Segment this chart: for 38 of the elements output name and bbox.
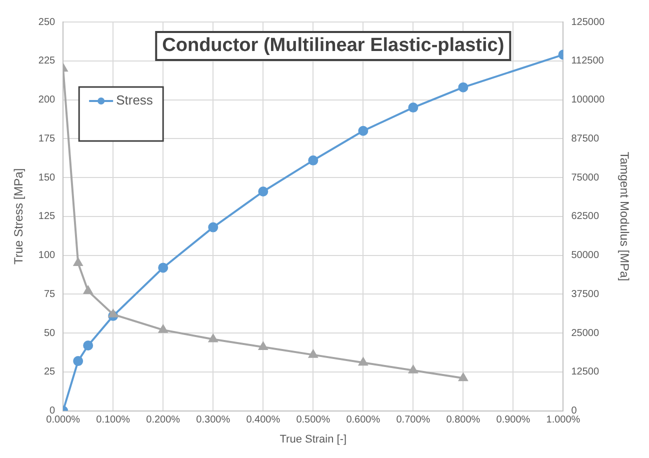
y2-tick-label: 62500 xyxy=(571,211,600,222)
y2-tick-label: 50000 xyxy=(571,250,600,262)
x-tick-label: 0.000% xyxy=(46,414,80,426)
y-tick-label: 225 xyxy=(38,56,56,67)
y-tick-label: 250 xyxy=(38,16,56,28)
x-tick-label: 0.500% xyxy=(296,414,330,426)
y-tick-label: 125 xyxy=(38,211,56,222)
x-tick-label: 0.800% xyxy=(446,414,480,426)
text: Conductor (Multilinear Elastic-plastic) xyxy=(162,35,504,56)
x-tick-label: 0.700% xyxy=(396,414,430,426)
y2-tick-label: 87500 xyxy=(571,133,600,144)
y2-tick-label: 75000 xyxy=(571,172,600,184)
x-tick-label: 0.600% xyxy=(346,414,380,426)
x-tick-label: 0.900% xyxy=(496,414,530,426)
x-tick-label: 0.400% xyxy=(246,414,280,426)
x-tick-label: 0.300% xyxy=(196,414,230,426)
y-tick-label: 25 xyxy=(44,366,56,378)
y-tick-label: 50 xyxy=(44,328,56,339)
y2-tick-label: 37500 xyxy=(571,288,600,300)
y2-tick-label: 125000 xyxy=(571,16,606,28)
y2-axis-title: Tamgent Modulus [MPa] xyxy=(617,152,632,282)
x-axis-title: True Strain [-] xyxy=(280,433,347,446)
y-tick-label: 75 xyxy=(44,288,56,300)
y2-tick-label: 112500 xyxy=(571,56,604,67)
x-tick-label: 0.100% xyxy=(96,414,130,426)
legend-label: Stress xyxy=(116,92,154,108)
y2-tick-label: 0 xyxy=(571,406,578,417)
y2-tick-label: 25000 xyxy=(571,328,600,339)
y2-tick-label: 100000 xyxy=(571,94,606,106)
x-tick-label: 1.000% xyxy=(546,414,580,426)
y-tick-label: 150 xyxy=(38,172,56,184)
x-tick-label: 0.200% xyxy=(146,414,180,426)
y-tick-label: 175 xyxy=(38,133,56,144)
y2-tick-label: 12500 xyxy=(571,366,600,378)
y-tick-label: 0 xyxy=(50,406,56,417)
y-axis-title: True Stress [MPa] xyxy=(12,168,26,265)
y-tick-label: 100 xyxy=(38,250,56,262)
y-tick-label: 200 xyxy=(38,94,56,106)
